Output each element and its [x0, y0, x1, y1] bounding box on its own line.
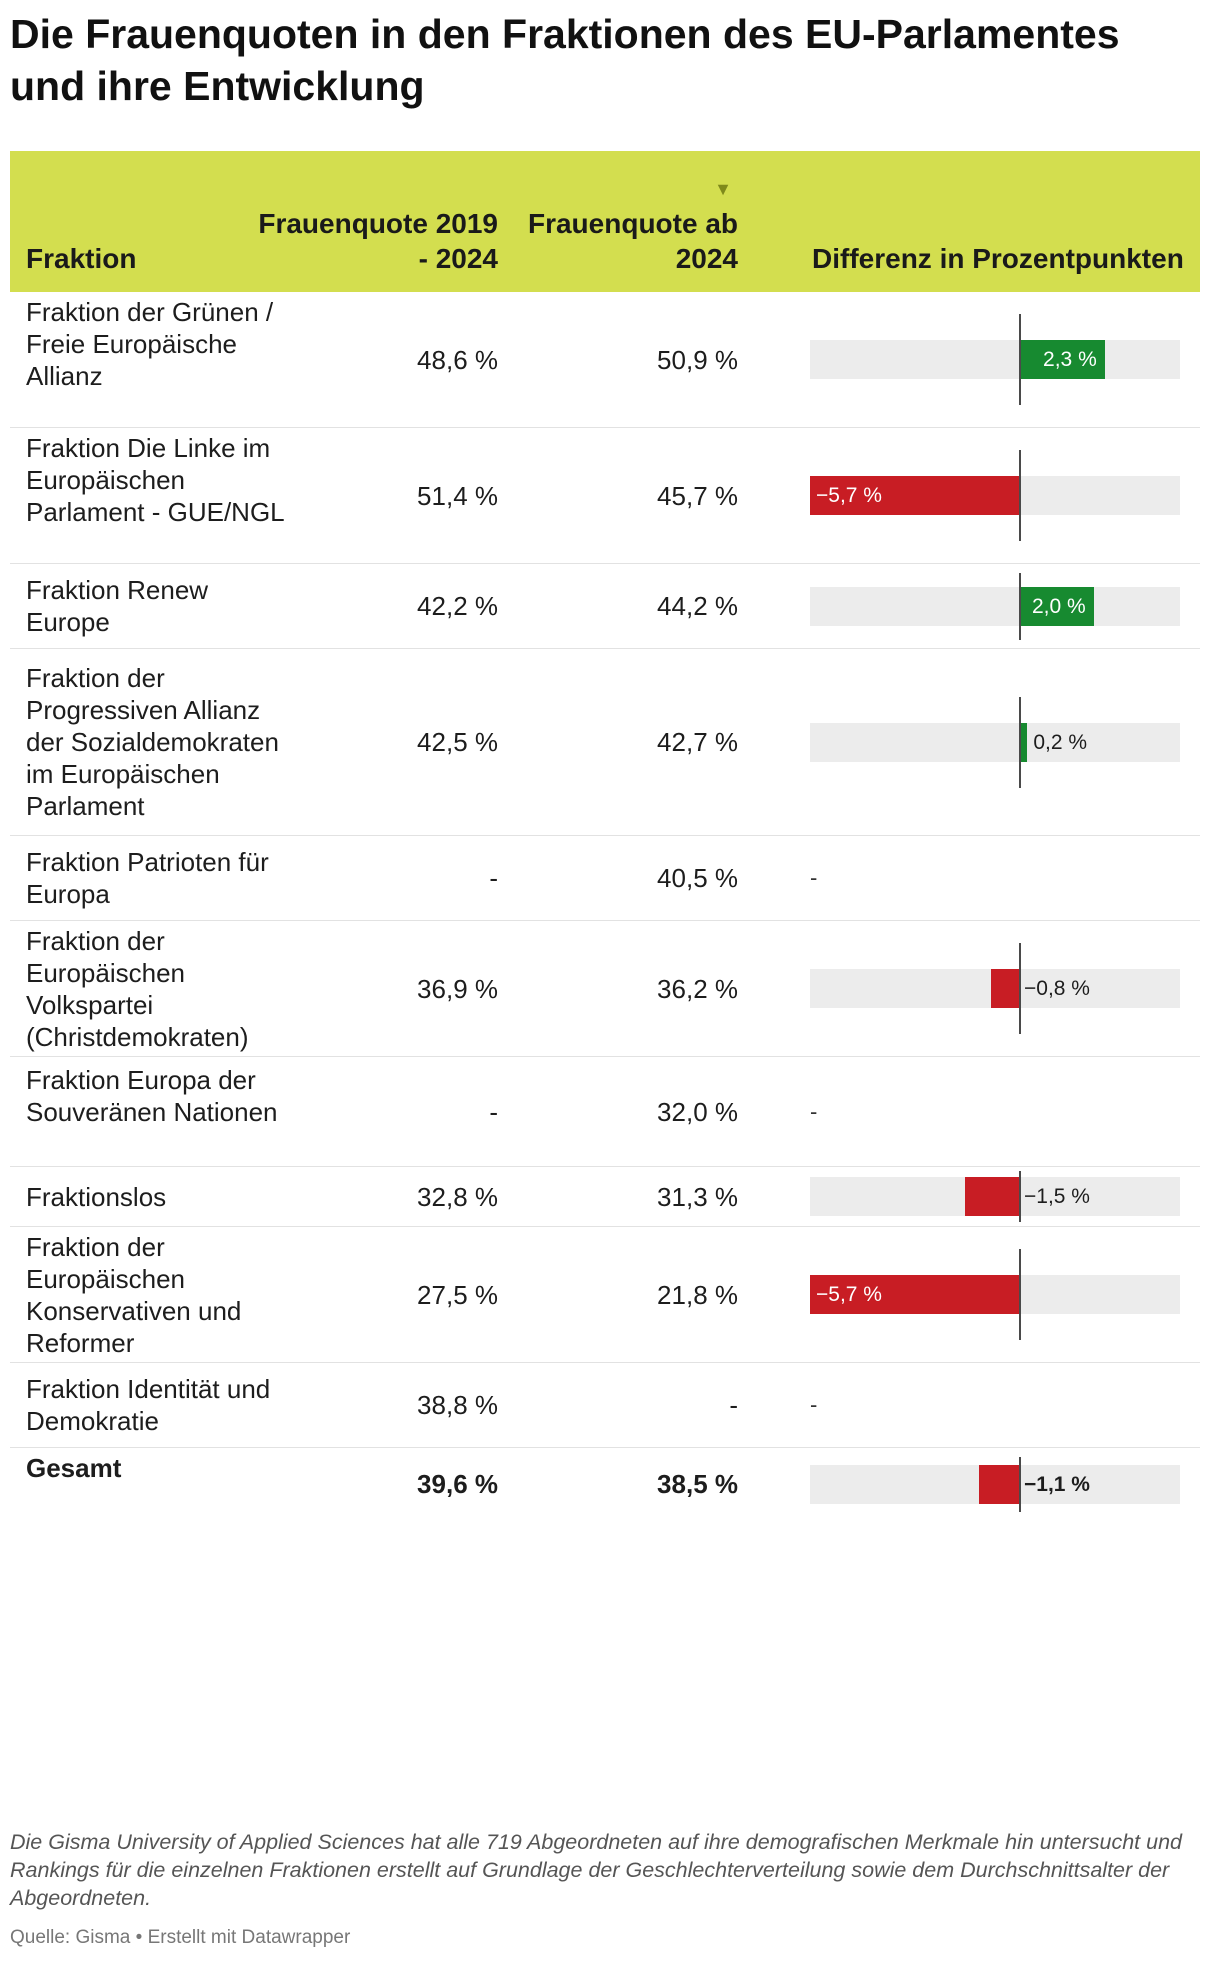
cell-quote-2019-2024: 36,9 %	[417, 973, 498, 1004]
diff-value-label: 0,2 %	[1033, 730, 1088, 754]
diff-value-label: 2,3 %	[1043, 348, 1097, 371]
table-row: Fraktion Die Linke im Europäischen Parla…	[10, 428, 1200, 564]
cell-fraktion: Fraktion Patrioten für Europa	[26, 847, 269, 909]
diff-bar-cell: −1,1 %	[810, 1448, 1180, 1520]
diff-bar-negative	[964, 1177, 1020, 1216]
cell-quote-2019-2024: -	[489, 1096, 498, 1127]
cell-differenz-empty: -	[810, 1392, 818, 1417]
cell-fraktion: Fraktion der Progressiven Allianz der So…	[26, 663, 279, 821]
diff-bar-positive	[1020, 340, 1105, 379]
cell-fraktion: Fraktion Renew Europe	[26, 575, 209, 637]
diff-bar-cell: −5,7 %	[810, 428, 1180, 563]
table-row: Fraktion Renew Europe 42,2 % 44,2 % 2,0 %	[10, 564, 1200, 649]
table-header: Fraktion Frauenquote 2019 - 2024 ▼ Fraue…	[10, 151, 1200, 292]
chart-notes: Die Gisma University of Applied Sciences…	[10, 1830, 1182, 1910]
cell-quote-ab-2024: 42,7 %	[657, 727, 738, 757]
diff-bar-cell: −5,7 %	[810, 1227, 1180, 1362]
diff-value-label: −5,7 %	[816, 484, 882, 507]
diff-bar-cell: 0,2 %	[810, 649, 1180, 835]
diff-bar-negative	[990, 969, 1020, 1008]
cell-quote-ab-2024: 40,5 %	[657, 863, 738, 893]
zero-axis-line	[1019, 1171, 1021, 1222]
cell-fraktion: Fraktion Identität und Demokratie	[26, 1374, 271, 1436]
zero-axis-line	[1019, 1456, 1021, 1512]
cell-quote-ab-2024: 44,2 %	[657, 591, 738, 621]
cell-quote-ab-2024: 50,9 %	[657, 344, 738, 375]
cell-fraktion: Fraktion der Europäischen Konservativen …	[26, 1231, 242, 1358]
cell-quote-ab-2024: 36,2 %	[657, 973, 738, 1004]
chart-source: Quelle: Gisma • Erstellt mit Datawrapper	[10, 1927, 351, 1948]
diff-value-label: −1,1 %	[1024, 1472, 1090, 1496]
table-row: Fraktion Patrioten für Europa - 40,5 % -	[10, 836, 1200, 921]
zero-axis-line	[1019, 572, 1021, 640]
zero-axis-line	[1019, 696, 1021, 788]
table-row: Fraktion der Europäischen Konservativen …	[10, 1227, 1200, 1363]
cell-quote-2019-2024: 42,5 %	[417, 727, 498, 757]
table-body: Fraktion der Grünen / Freie Europäische …	[10, 292, 1200, 1520]
column-header-fraktion[interactable]: Fraktion	[26, 243, 137, 274]
cell-quote-ab-2024: -	[729, 1390, 738, 1420]
cell-quote-ab-2024: 21,8 %	[657, 1279, 738, 1310]
cell-quote-2019-2024: 48,6 %	[417, 344, 498, 375]
cell-fraktion: Fraktion Die Linke im Europäischen Parla…	[26, 432, 285, 527]
cell-fraktion: Fraktion der Grünen / Freie Europäische …	[26, 296, 274, 391]
cell-quote-2019-2024: 51,4 %	[417, 480, 498, 511]
diff-value-label: 2,0 %	[1031, 594, 1086, 618]
table-row: Fraktion der Progressiven Allianz der So…	[10, 649, 1200, 836]
cell-quote-2019-2024: 39,6 %	[417, 1469, 498, 1499]
cell-quote-2019-2024: 42,2 %	[417, 591, 498, 621]
diff-value-label: −1,5 %	[1024, 1185, 1090, 1208]
diff-bar-track	[810, 586, 1180, 626]
diff-value-label: −5,7 %	[816, 1283, 882, 1306]
cell-fraktion: Fraktionslos	[26, 1181, 167, 1212]
cell-differenz-empty: -	[810, 1098, 818, 1124]
diff-bar-negative	[810, 476, 1020, 515]
zero-axis-line	[1019, 1249, 1021, 1340]
table-row: Fraktionslos 32,8 % 31,3 % −1,5 %	[10, 1167, 1200, 1227]
column-header-quote-ab-2024[interactable]: Frauenquote ab 2024	[527, 208, 738, 274]
cell-quote-ab-2024: 45,7 %	[657, 480, 738, 511]
table-row: Fraktion der Grünen / Freie Europäische …	[10, 292, 1200, 428]
diff-bar-positive	[1020, 722, 1028, 762]
cell-quote-ab-2024: 31,3 %	[657, 1181, 738, 1212]
diff-bar-cell: −0,8 %	[810, 921, 1180, 1056]
diff-value-label: −0,8 %	[1024, 977, 1090, 1000]
column-header-differenz[interactable]: Differenz in Prozentpunkten	[812, 243, 1184, 274]
diff-bar-track	[810, 722, 1180, 762]
cell-quote-2019-2024: 32,8 %	[417, 1181, 498, 1212]
cell-fraktion: Fraktion der Europäischen Volkspartei (C…	[26, 925, 249, 1052]
cell-quote-2019-2024: 27,5 %	[417, 1279, 498, 1310]
sort-descending-icon: ▼	[714, 179, 732, 199]
cell-fraktion: Gesamt	[26, 1453, 122, 1483]
diff-bar-negative	[810, 1275, 1020, 1314]
zero-axis-line	[1019, 450, 1021, 541]
diff-bar-positive	[1020, 586, 1094, 626]
zero-axis-line	[1019, 943, 1021, 1034]
diff-bar-cell: 2,0 %	[810, 564, 1180, 648]
column-header-quote-2019-2024[interactable]: Frauenquote 2019 - 2024	[258, 208, 498, 274]
cell-quote-ab-2024: 38,5 %	[657, 1469, 738, 1499]
table-row: Fraktion der Europäischen Volkspartei (C…	[10, 921, 1200, 1057]
data-table: Fraktion Frauenquote 2019 - 2024 ▼ Fraue…	[10, 151, 1200, 1520]
cell-quote-ab-2024: 32,0 %	[657, 1096, 738, 1127]
diff-bar-cell: −1,5 %	[810, 1167, 1180, 1226]
cell-quote-2019-2024: -	[489, 863, 498, 893]
table-row: Gesamt 39,6 % 38,5 % −1,1 %	[10, 1448, 1200, 1520]
diff-bar-track	[810, 340, 1180, 379]
cell-fraktion: Fraktion Europa der Souveränen Nationen	[26, 1064, 278, 1127]
cell-quote-2019-2024: 38,8 %	[417, 1390, 498, 1420]
table-row: Fraktion Europa der Souveränen Nationen -…	[10, 1057, 1200, 1167]
cell-differenz-empty: -	[810, 865, 818, 890]
diff-bar-negative	[979, 1464, 1020, 1504]
zero-axis-line	[1019, 314, 1021, 405]
table-row: Fraktion Identität und Demokratie 38,8 % -…	[10, 1363, 1200, 1448]
diff-bar-cell: 2,3 %	[810, 292, 1180, 427]
chart-title: Die Frauenquoten in den Fraktionen des E…	[10, 11, 1120, 109]
